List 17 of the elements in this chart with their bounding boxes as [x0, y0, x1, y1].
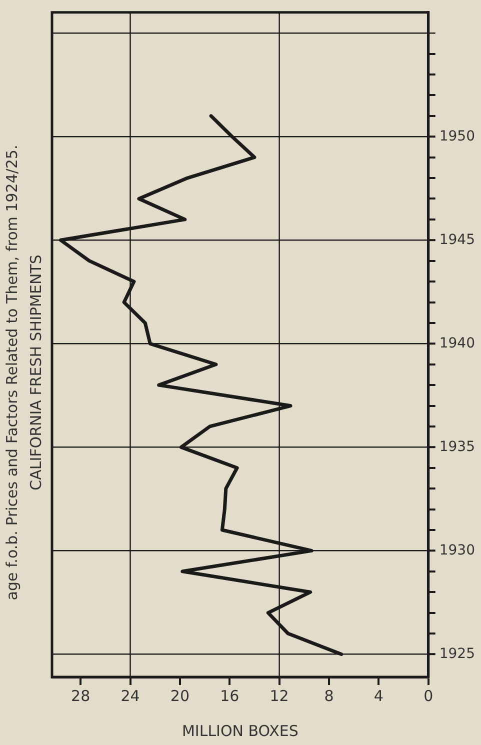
y-tick-label: 1930	[439, 542, 476, 558]
x-tick-label: 16	[220, 686, 240, 705]
text: age f.o.b. Prices and Factors Related to Them, from 1924/25.	[2, 144, 21, 600]
x-tick-label: 0	[424, 686, 434, 705]
y-tick-label: 1935	[439, 438, 476, 455]
x-tick-label: 28	[71, 686, 90, 705]
y-tick-label: 1950	[439, 128, 476, 144]
y-tick-label: 1940	[439, 335, 476, 352]
x-tick-label: 20	[170, 686, 190, 705]
x-axis-title: MILLION BOXES	[182, 722, 298, 740]
x-tick-label: 4	[374, 686, 384, 705]
y-tick-label: 1925	[439, 646, 476, 662]
text: CALIFORNIA FRESH SHIPMENTS	[26, 254, 45, 490]
x-tick-label: 8	[324, 686, 334, 705]
y-tick-label: 1945	[439, 232, 476, 248]
x-tick-label: 24	[120, 686, 140, 705]
x-tick-label: 12	[270, 686, 289, 705]
